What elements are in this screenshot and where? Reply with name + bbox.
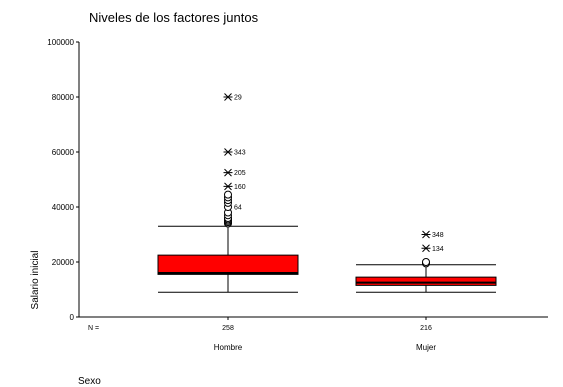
iqr-box [157, 254, 299, 275]
y-axis: 0 20000 40000 60000 80000 100000 [47, 38, 80, 322]
box-hombre: 64 160 205 343 29 [157, 93, 299, 293]
outlier-label: 29 [234, 95, 242, 102]
y-axis-title: Salario inicial [30, 251, 41, 310]
box-mujer: 134 348 [355, 230, 497, 293]
n-value: 258 [222, 325, 234, 332]
n-label: N = [88, 325, 99, 332]
category-label: Mujer [416, 343, 436, 352]
outlier-marker [422, 258, 430, 266]
y-tick-label: 40000 [52, 203, 75, 212]
y-tick-label: 80000 [52, 93, 75, 102]
extreme-marker [421, 244, 431, 253]
category-label: Hombre [214, 343, 243, 352]
extreme-marker [223, 148, 233, 156]
y-tick-label: 0 [70, 313, 75, 322]
outlier-label: 205 [234, 170, 246, 177]
iqr-box [355, 276, 497, 286]
extreme-marker [223, 182, 233, 191]
boxes: 64 160 205 343 29 134 348 [157, 93, 497, 293]
x-axis: 258 Hombre 216 Mujer [79, 316, 548, 352]
y-tick-label: 20000 [52, 258, 75, 267]
x-axis-title: Sexo [78, 376, 101, 387]
outlier-marker [224, 190, 232, 199]
extreme-marker [223, 168, 233, 177]
outlier-label: 160 [234, 184, 246, 191]
outlier-label: 134 [432, 246, 444, 253]
n-value: 216 [420, 325, 432, 332]
y-tick-label: 60000 [52, 148, 75, 157]
chart-title: Niveles de los factores juntos [89, 10, 259, 25]
outlier-label: 64 [234, 205, 242, 212]
extreme-marker [421, 230, 431, 239]
extreme-marker [223, 93, 233, 101]
outlier-label: 348 [432, 232, 444, 239]
outlier-label: 343 [234, 150, 246, 157]
y-tick-label: 100000 [47, 38, 74, 47]
